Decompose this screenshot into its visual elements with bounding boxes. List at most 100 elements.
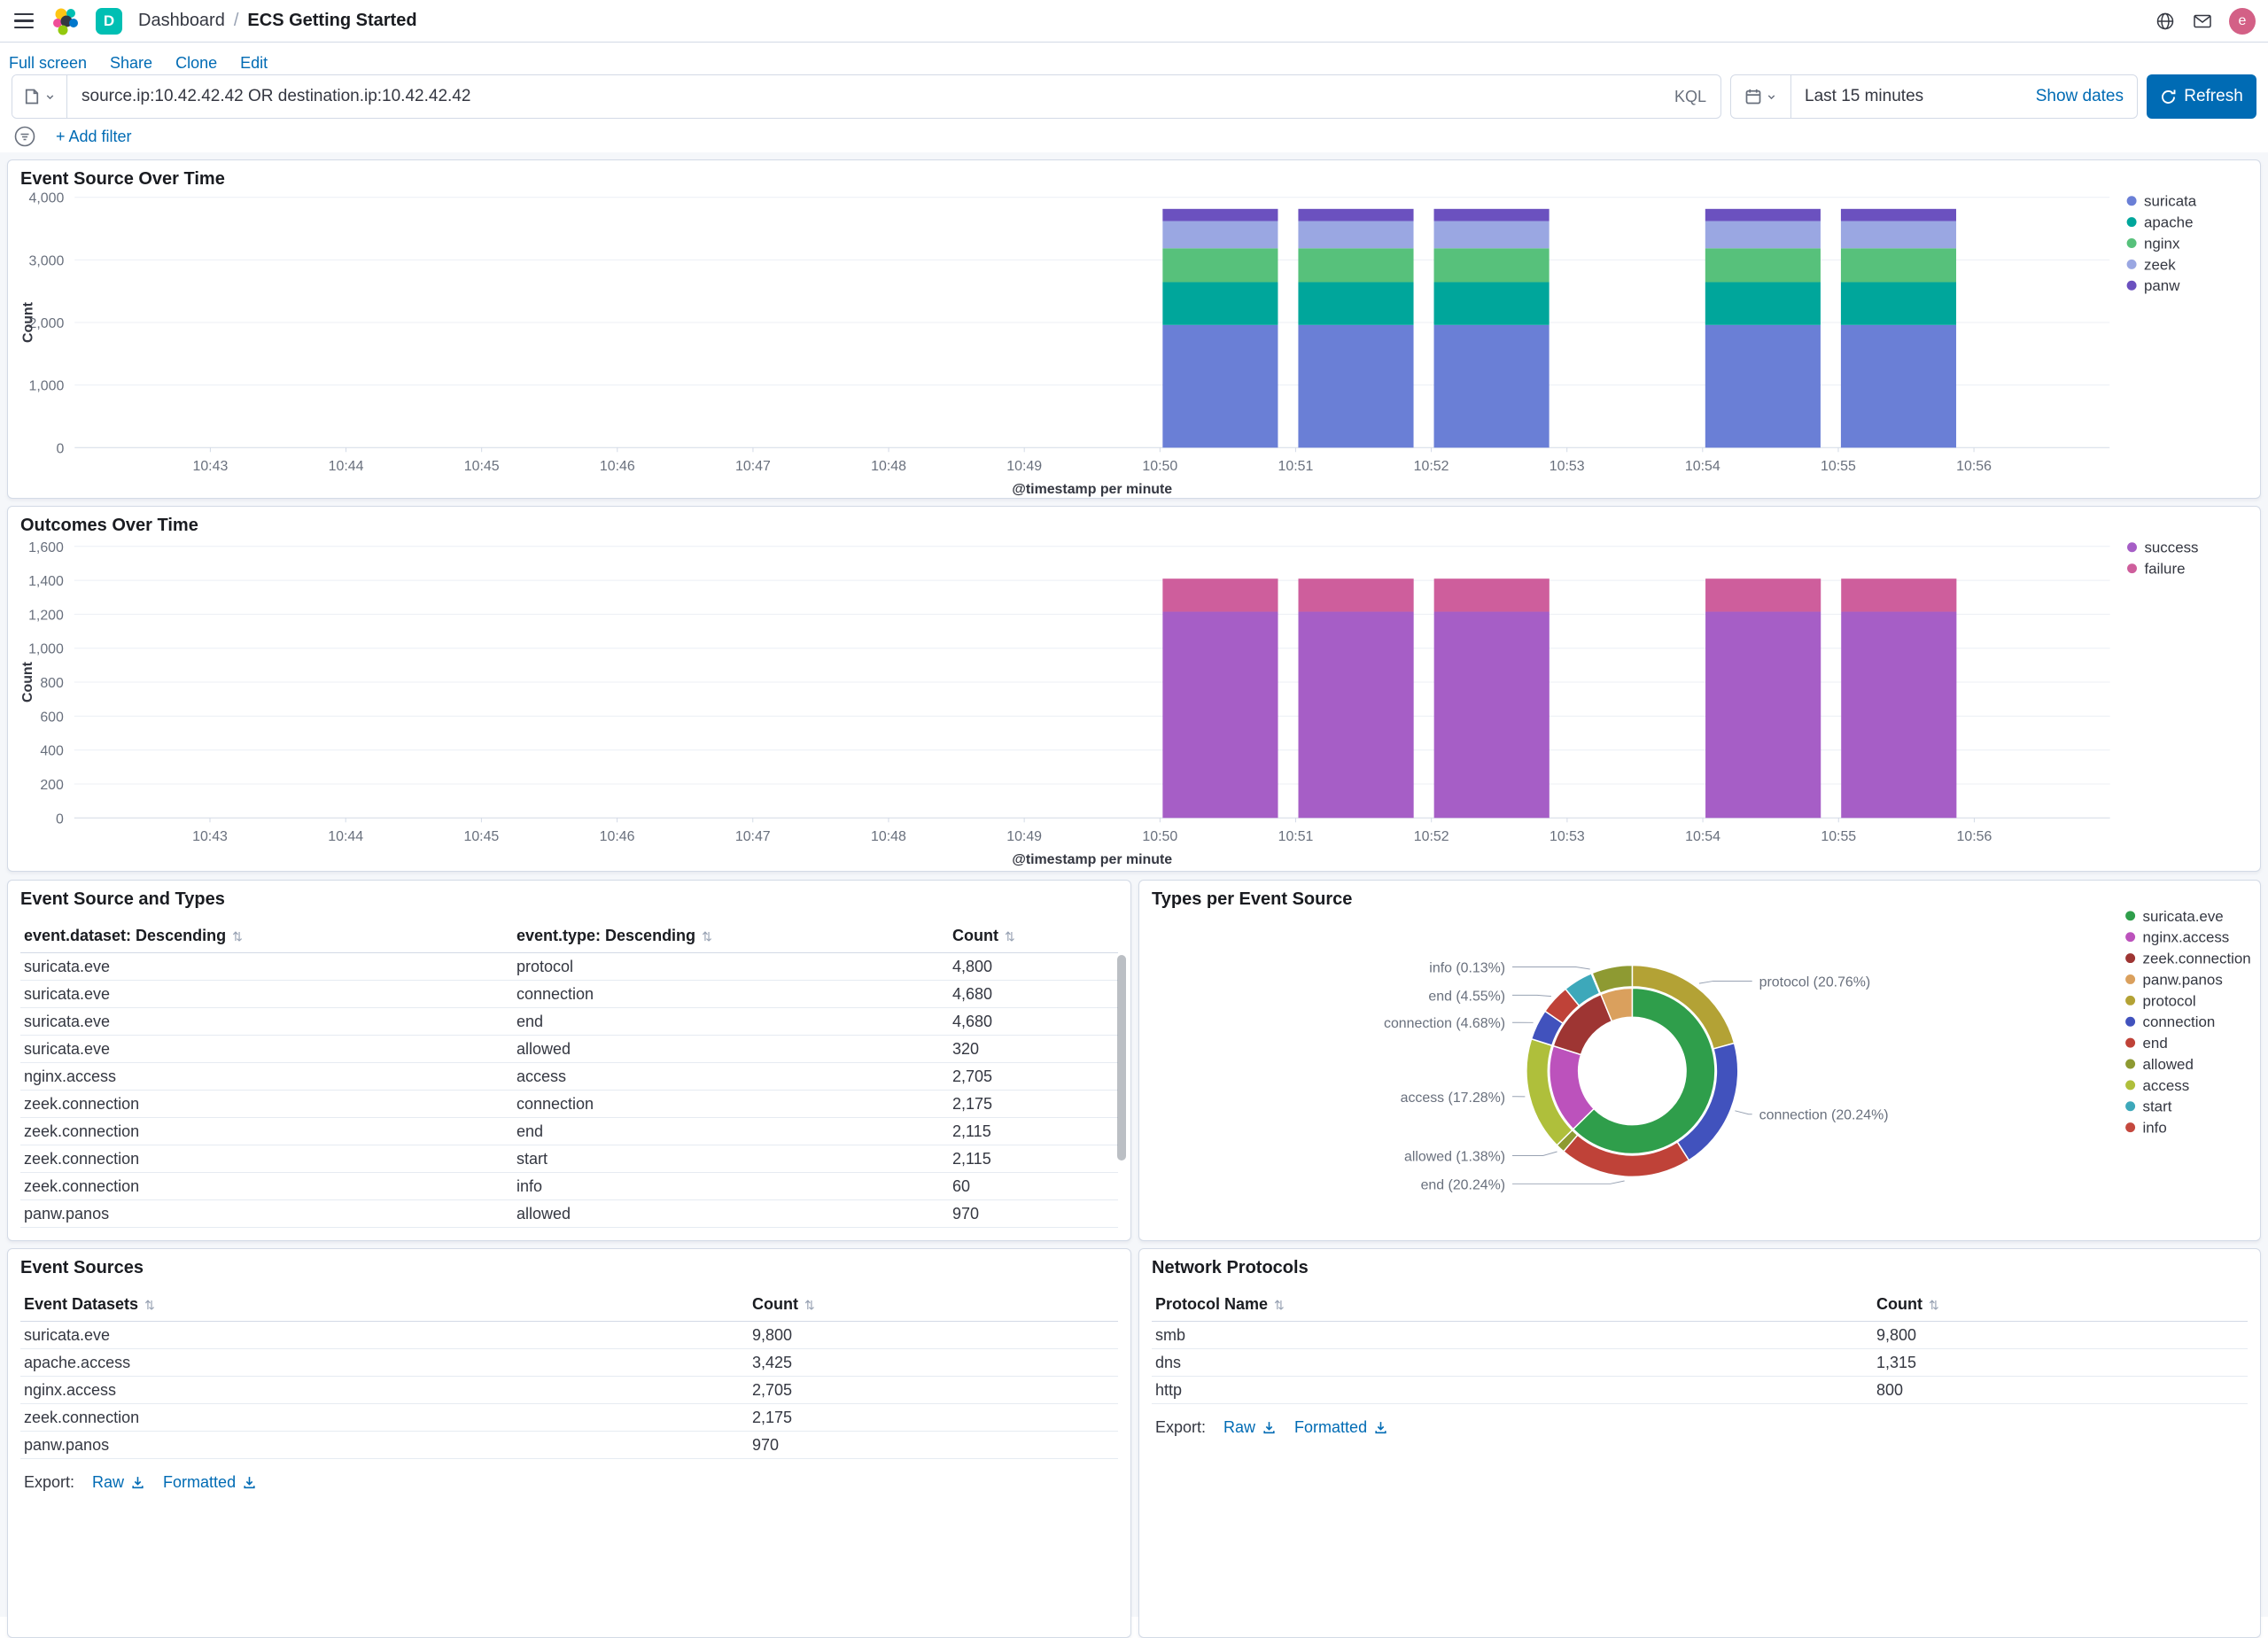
legend-item-allowed[interactable]: allowed (2143, 1056, 2194, 1073)
legend-item-nginx.access[interactable]: nginx.access (2143, 929, 2230, 946)
legend-dot (2125, 1101, 2135, 1111)
bar-segment-zeek[interactable] (1434, 221, 1550, 249)
legend-item-panw.panos[interactable]: panw.panos (2143, 971, 2223, 988)
legend-item-suricata[interactable]: suricata (2144, 193, 2197, 210)
column-header[interactable]: Count⇅ (749, 1288, 1118, 1322)
x-tick-label: 10:48 (871, 459, 906, 474)
x-tick-label: 10:53 (1550, 459, 1585, 474)
bar-segment-apache[interactable] (1705, 282, 1821, 324)
export-formatted-link[interactable]: Formatted (1294, 1418, 1388, 1437)
user-avatar[interactable]: e (2229, 8, 2256, 35)
query-input[interactable]: source.ip:10.42.42.42 OR destination.ip:… (67, 75, 1674, 118)
bar-segment-suricata[interactable] (1162, 325, 1278, 447)
column-header[interactable]: Count⇅ (1873, 1288, 2248, 1322)
bar-segment-failure[interactable] (1434, 578, 1550, 611)
bar-segment-nginx[interactable] (1298, 248, 1413, 282)
column-header[interactable]: Protocol Name⇅ (1152, 1288, 1873, 1322)
sort-icon: ⇅ (1005, 929, 1015, 943)
bar-segment-panw[interactable] (1841, 209, 1956, 221)
legend-item-info[interactable]: info (2143, 1120, 2167, 1137)
x-tick-label: 10:55 (1821, 459, 1856, 474)
bar-segment-success[interactable] (1841, 612, 1956, 819)
filter-settings-icon[interactable] (12, 123, 38, 150)
bar-segment-apache[interactable] (1841, 282, 1956, 324)
bar-segment-suricata[interactable] (1705, 325, 1821, 447)
export-raw-link[interactable]: Raw (1223, 1418, 1277, 1437)
edit-link[interactable]: Edit (240, 54, 268, 73)
share-link[interactable]: Share (110, 54, 152, 73)
export-formatted-link[interactable]: Formatted (163, 1473, 257, 1492)
types-per-event-source-chart[interactable]: protocol (20.76%)connection (20.24%)end … (1139, 881, 2260, 1240)
legend-item-access[interactable]: access (2143, 1077, 2190, 1094)
help-globe-icon[interactable] (2155, 11, 2176, 32)
bar-segment-zeek[interactable] (1298, 221, 1413, 249)
legend-item-nginx[interactable]: nginx (2144, 235, 2180, 252)
table-cell: zeek.connection (20, 1404, 749, 1432)
bar-segment-nginx[interactable] (1162, 248, 1278, 282)
time-range-value[interactable]: Last 15 minutes (1791, 75, 2036, 118)
bar-segment-panw[interactable] (1298, 209, 1413, 221)
bar-segment-success[interactable] (1705, 612, 1821, 819)
bar-segment-success[interactable] (1162, 612, 1278, 819)
bar-segment-zeek[interactable] (1162, 221, 1278, 249)
column-header[interactable]: Event Datasets⇅ (20, 1288, 749, 1322)
show-dates-link[interactable]: Show dates (2036, 75, 2137, 118)
bar-segment-success[interactable] (1298, 612, 1413, 819)
add-filter-link[interactable]: + Add filter (56, 128, 132, 146)
legend-item-suricata.eve[interactable]: suricata.eve (2143, 908, 2224, 925)
newsfeed-mail-icon[interactable] (2192, 11, 2213, 32)
panel-event-sources: Event Sources Event Datasets⇅Count⇅suric… (7, 1248, 1131, 1638)
menu-icon[interactable] (12, 12, 35, 31)
table-cell: smb (1152, 1322, 1873, 1349)
bar-segment-zeek[interactable] (1705, 221, 1821, 249)
query-language-button[interactable]: KQL (1674, 75, 1720, 118)
elastic-logo[interactable] (51, 7, 80, 35)
bar-segment-success[interactable] (1434, 612, 1550, 819)
legend-item-end[interactable]: end (2143, 1035, 2168, 1052)
legend-item-connection[interactable]: connection (2143, 1013, 2216, 1030)
bar-segment-failure[interactable] (1705, 578, 1821, 611)
bar-segment-apache[interactable] (1298, 282, 1413, 324)
bar-segment-nginx[interactable] (1841, 248, 1956, 282)
bar-segment-suricata[interactable] (1434, 325, 1550, 447)
bar-segment-zeek[interactable] (1841, 221, 1956, 249)
bar-segment-failure[interactable] (1841, 578, 1956, 611)
legend-item-failure[interactable]: failure (2144, 561, 2185, 578)
bar-segment-panw[interactable] (1162, 209, 1278, 221)
bar-segment-failure[interactable] (1298, 578, 1413, 611)
saved-query-button[interactable] (12, 75, 67, 118)
refresh-button[interactable]: Refresh (2147, 74, 2256, 119)
scrollbar[interactable] (1117, 955, 1126, 1161)
column-header[interactable]: Count⇅ (949, 920, 1118, 953)
full-screen-link[interactable]: Full screen (9, 54, 87, 73)
legend-item-zeek[interactable]: zeek (2144, 256, 2176, 273)
bar-segment-suricata[interactable] (1298, 325, 1413, 447)
bar-segment-failure[interactable] (1162, 578, 1278, 611)
bar-segment-apache[interactable] (1434, 282, 1550, 324)
bar-segment-panw[interactable] (1705, 209, 1821, 221)
legend-item-start[interactable]: start (2143, 1098, 2172, 1115)
calendar-button[interactable] (1731, 75, 1791, 118)
legend-item-zeek.connection[interactable]: zeek.connection (2143, 951, 2251, 967)
legend-item-apache[interactable]: apache (2144, 214, 2193, 231)
bar-segment-suricata[interactable] (1841, 325, 1956, 447)
bar-segment-nginx[interactable] (1434, 248, 1550, 282)
bar-segment-nginx[interactable] (1705, 248, 1821, 282)
legend-item-panw[interactable]: panw (2144, 277, 2180, 294)
bar-segment-panw[interactable] (1434, 209, 1550, 221)
legend-item-protocol[interactable]: protocol (2143, 992, 2196, 1009)
y-tick-label: 0 (56, 811, 64, 827)
column-header[interactable]: event.type: Descending⇅ (513, 920, 949, 953)
column-header[interactable]: event.dataset: Descending⇅ (20, 920, 513, 953)
space-avatar[interactable]: D (96, 8, 122, 35)
export-raw-link[interactable]: Raw (92, 1473, 145, 1492)
bar-segment-apache[interactable] (1162, 282, 1278, 324)
breadcrumb-dashboard[interactable]: Dashboard (138, 11, 225, 31)
clone-link[interactable]: Clone (175, 54, 217, 73)
x-axis-title: @timestamp per minute (1012, 852, 1172, 867)
legend-item-success[interactable]: success (2144, 540, 2198, 556)
